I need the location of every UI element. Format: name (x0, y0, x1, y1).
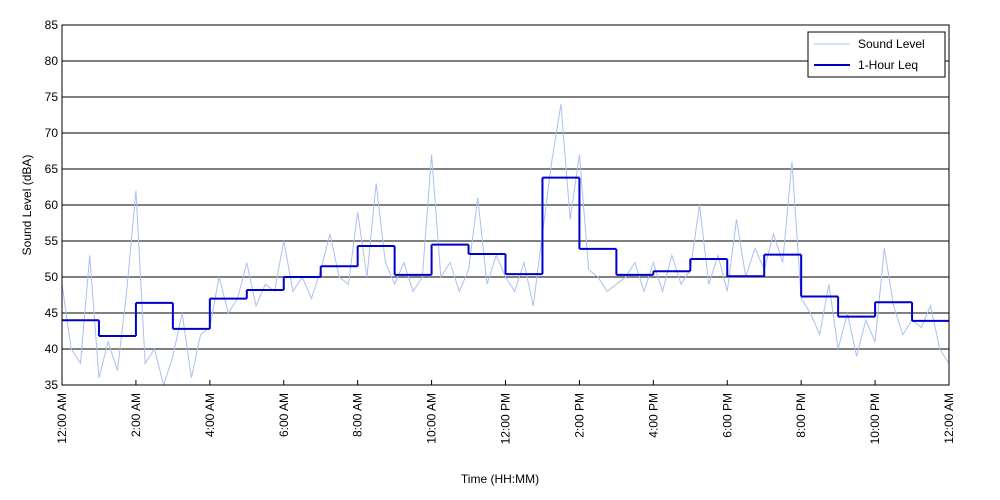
y-tick-label: 40 (45, 342, 59, 356)
y-tick-label: 75 (45, 90, 59, 104)
y-tick-label: 50 (45, 270, 59, 284)
y-tick-label: 55 (45, 234, 59, 248)
y-tick-label: 65 (45, 162, 59, 176)
x-tick-label: 12:00 PM (499, 393, 513, 444)
y-tick-label: 85 (45, 18, 59, 32)
x-tick-label: 2:00 AM (129, 393, 143, 437)
plot-border (61, 24, 950, 386)
y-tick-label: 80 (45, 54, 59, 68)
x-tick-label: 8:00 AM (351, 393, 365, 437)
x-tick-label: 12:00 AM (55, 393, 69, 444)
x-axis-label: Time (HH:MM) (461, 472, 539, 486)
y-tick-label: 60 (45, 198, 59, 212)
x-tick-label: 6:00 AM (277, 393, 291, 437)
legend-label: 1-Hour Leq (858, 58, 918, 72)
y-axis-label: Sound Level (dBA) (20, 155, 34, 256)
x-tick-label: 8:00 PM (794, 393, 808, 438)
x-tick-label: 6:00 PM (720, 393, 734, 438)
y-tick-label: 70 (45, 126, 59, 140)
legend-label: Sound Level (858, 37, 925, 51)
x-tick-label: 10:00 AM (425, 393, 439, 444)
x-tick-label: 2:00 PM (572, 393, 586, 438)
y-tick-label: 45 (45, 306, 59, 320)
x-tick-label: 10:00 PM (868, 393, 882, 444)
x-tick-label: 4:00 AM (203, 393, 217, 437)
y-tick-label: 35 (45, 378, 59, 392)
legend-box (807, 31, 946, 78)
x-tick-label: 4:00 PM (646, 393, 660, 438)
x-tick-label: 12:00 AM (942, 393, 956, 444)
